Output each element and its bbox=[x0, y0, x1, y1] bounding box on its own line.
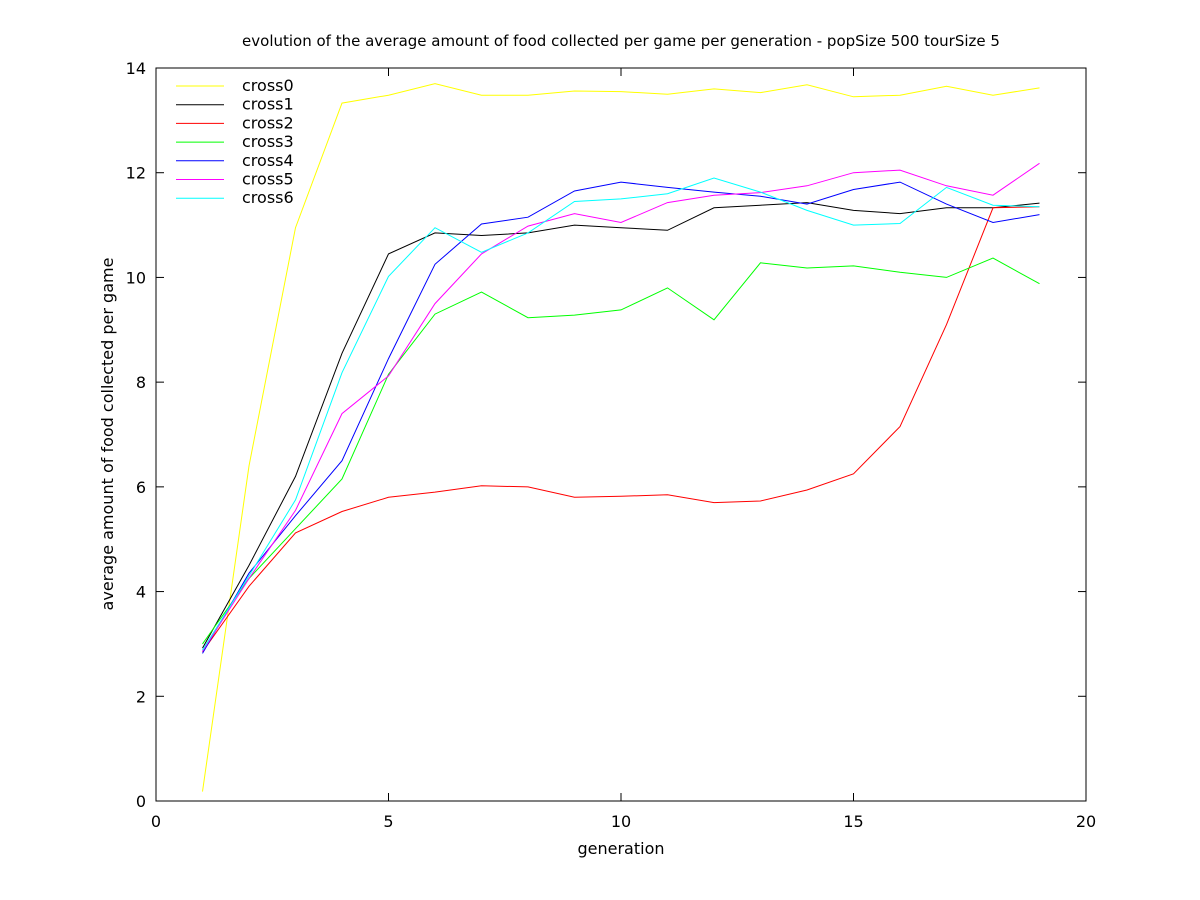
series-line-cross1 bbox=[202, 202, 1040, 649]
y-tick-label: 12 bbox=[126, 164, 146, 183]
y-tick-label: 2 bbox=[136, 687, 146, 706]
x-tick-label: 10 bbox=[611, 812, 631, 831]
series-line-cross2 bbox=[202, 206, 1040, 653]
series-line-cross6 bbox=[202, 177, 1040, 651]
legend-label-cross0: cross0 bbox=[242, 76, 294, 95]
series-line-cross5 bbox=[202, 162, 1040, 652]
x-tick-label: 20 bbox=[1076, 812, 1096, 831]
series-line-cross3 bbox=[202, 257, 1040, 645]
x-axis-label: generation bbox=[577, 839, 664, 858]
y-axis-label: average amount of food collected per gam… bbox=[98, 258, 117, 611]
legend-label-cross6: cross6 bbox=[242, 188, 294, 207]
chart-title: evolution of the average amount of food … bbox=[242, 32, 1000, 50]
x-tick-label: 0 bbox=[151, 812, 161, 831]
legend-label-cross1: cross1 bbox=[242, 95, 294, 114]
x-tick-label: 5 bbox=[383, 812, 393, 831]
series-line-cross4 bbox=[202, 181, 1040, 654]
y-tick-label: 4 bbox=[136, 583, 146, 602]
y-tick-label: 6 bbox=[136, 478, 146, 497]
legend-label-cross5: cross5 bbox=[242, 170, 294, 189]
x-tick-label: 15 bbox=[843, 812, 863, 831]
legend-label-cross2: cross2 bbox=[242, 113, 294, 132]
y-tick-label: 10 bbox=[126, 268, 146, 287]
legend-label-cross4: cross4 bbox=[242, 151, 294, 170]
y-tick-label: 8 bbox=[136, 373, 146, 392]
y-tick-label: 14 bbox=[126, 59, 146, 78]
legend-label-cross3: cross3 bbox=[242, 132, 294, 151]
series-line-cross0 bbox=[202, 83, 1040, 792]
legend: cross0cross1cross2cross3cross4cross5cros… bbox=[176, 76, 294, 207]
plot-area: 0 5 10 15 20 0 2 4 6 8 10 12 14 bbox=[126, 59, 1097, 831]
y-tick-label: 0 bbox=[136, 792, 146, 811]
